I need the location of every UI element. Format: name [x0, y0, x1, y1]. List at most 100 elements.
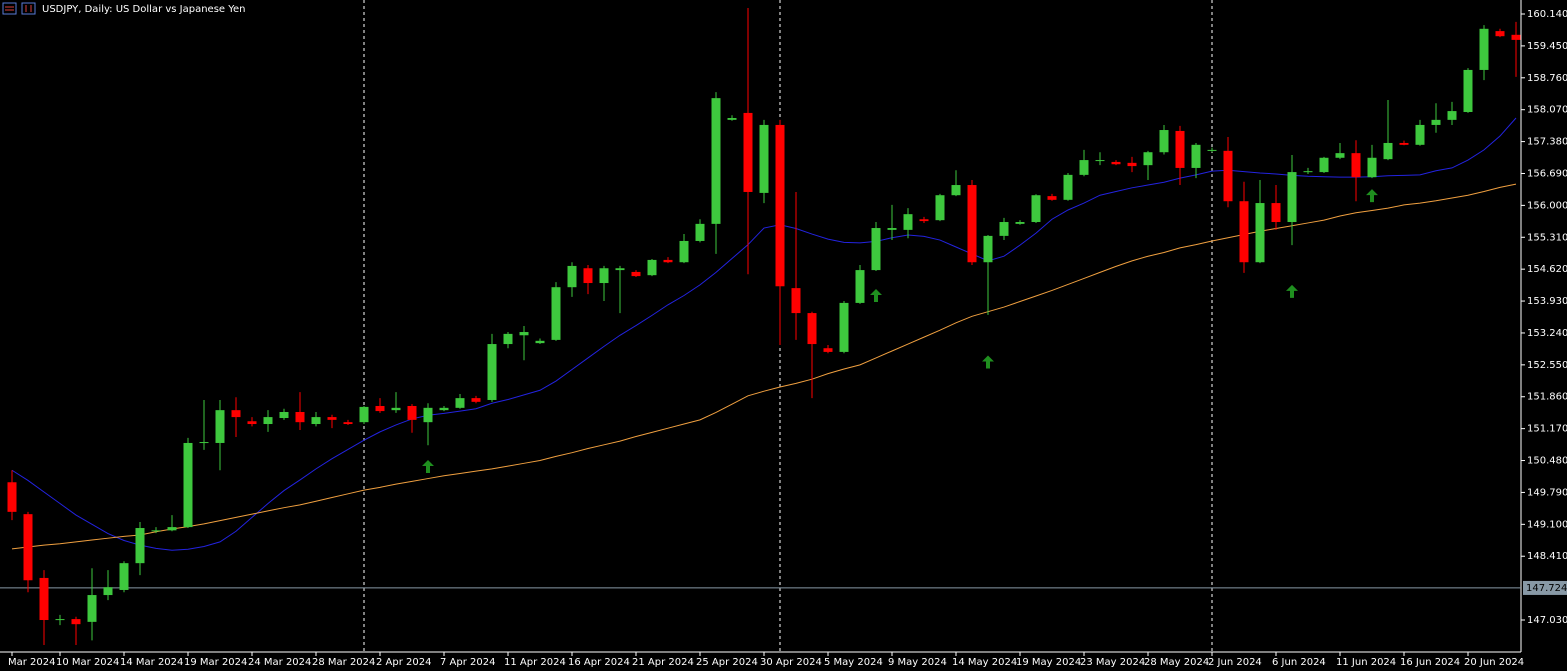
candle-body — [1271, 203, 1281, 223]
y-tick-label: 157.380 — [1527, 137, 1567, 148]
candle-body — [1255, 203, 1265, 263]
y-tick-label: 156.000 — [1527, 200, 1567, 211]
candle-body — [1223, 150, 1233, 202]
candle-body — [1015, 222, 1025, 224]
y-tick-label: 158.760 — [1527, 73, 1567, 84]
candle-body — [1447, 111, 1457, 120]
candle-body — [519, 332, 529, 336]
candle-body — [663, 259, 673, 263]
candle-body — [407, 405, 417, 420]
y-tick-label: 147.030 — [1527, 615, 1567, 626]
x-tick-label: 28 May 2024 — [1144, 657, 1209, 668]
candle-body — [999, 222, 1009, 236]
x-tick-label: 7 Apr 2024 — [440, 657, 495, 668]
candle-body — [615, 268, 625, 271]
icon — [2, 2, 17, 15]
candle-body — [775, 124, 785, 287]
candle-body — [1079, 160, 1089, 175]
signal-arrow — [1286, 284, 1298, 298]
candle-body — [1303, 171, 1313, 173]
candle-body — [311, 417, 321, 425]
candle-body — [1495, 31, 1505, 37]
candle-body — [1351, 153, 1361, 178]
candle-body — [1159, 130, 1169, 153]
candle-body — [1031, 195, 1041, 223]
candle-body — [759, 124, 769, 193]
price-label-box — [1523, 580, 1567, 595]
x-tick-label: Mar 2024 — [8, 657, 56, 668]
y-tick-label: 151.170 — [1527, 424, 1567, 435]
candle-body — [1415, 124, 1425, 145]
candle-body — [1431, 119, 1441, 125]
candle-body — [263, 417, 273, 425]
candle-body — [647, 259, 657, 276]
x-tick-label: 24 Mar 2024 — [248, 657, 311, 668]
window-icons — [2, 2, 36, 15]
candle-body — [7, 482, 17, 512]
y-tick-label: 153.240 — [1527, 328, 1567, 339]
x-tick-label: 5 May 2024 — [824, 657, 883, 668]
candle-body — [183, 442, 193, 528]
candles — [7, 7, 1521, 645]
candle-body — [151, 530, 161, 532]
candle-body — [247, 421, 257, 425]
candle-body — [71, 619, 81, 625]
candle-body — [567, 265, 577, 288]
candle-body — [1143, 152, 1153, 166]
candle-body — [215, 410, 225, 443]
candle-body — [983, 235, 993, 263]
y-tick-label: 148.410 — [1527, 551, 1567, 562]
x-tick-label: 14 Mar 2024 — [120, 657, 183, 668]
x-tick-label: 28 Mar 2024 — [312, 657, 375, 668]
candle-body — [631, 271, 641, 277]
candle-body — [423, 407, 433, 423]
candle-body — [167, 527, 177, 531]
candle-body — [1191, 144, 1201, 168]
candle-body — [487, 344, 497, 400]
candle-body — [1479, 28, 1489, 70]
candle-body — [135, 528, 145, 564]
candle-body — [1095, 160, 1105, 162]
candle-body — [231, 410, 241, 418]
y-tick-label: 155.310 — [1527, 232, 1567, 243]
y-tick-label: 151.860 — [1527, 392, 1567, 403]
candle-body — [1239, 201, 1249, 263]
signal-arrow — [982, 355, 994, 369]
x-tick-label: 21 Apr 2024 — [632, 657, 694, 668]
candle-body — [823, 348, 833, 352]
x-tick-label: 16 Apr 2024 — [568, 657, 630, 668]
candle-body — [119, 563, 129, 590]
candle-body — [279, 412, 289, 419]
x-tick-label: 14 May 2024 — [952, 657, 1017, 668]
y-tick-label: 156.690 — [1527, 168, 1567, 179]
candle-body — [1207, 149, 1217, 151]
y-tick-label: 149.100 — [1527, 519, 1567, 530]
candle-body — [103, 587, 113, 596]
candle-body — [55, 619, 65, 621]
y-tick-label: 150.480 — [1527, 456, 1567, 467]
candle-body — [887, 228, 897, 230]
candle-body — [871, 228, 881, 271]
moving-average-line — [11, 183, 1517, 550]
y-tick-label: 154.620 — [1527, 264, 1567, 275]
candle-body — [807, 313, 817, 345]
candle-body — [23, 514, 33, 581]
candle-body — [1127, 162, 1137, 167]
candle-body — [727, 118, 737, 120]
candle-body — [1383, 142, 1393, 160]
candle-body — [1511, 34, 1521, 40]
y-tick-label: 159.450 — [1527, 41, 1567, 52]
candle-body — [855, 270, 865, 303]
x-tick-label: 11 Jun 2024 — [1336, 657, 1396, 668]
x-tick-label: 19 Mar 2024 — [184, 657, 247, 668]
candle-body — [903, 214, 913, 230]
candle-body — [359, 406, 369, 423]
y-tick-label: 158.070 — [1527, 105, 1567, 116]
candle-body — [583, 268, 593, 284]
candle-body — [327, 417, 337, 420]
candle-body — [1399, 142, 1409, 145]
signal-arrow — [870, 288, 882, 302]
candle-body — [199, 442, 209, 444]
